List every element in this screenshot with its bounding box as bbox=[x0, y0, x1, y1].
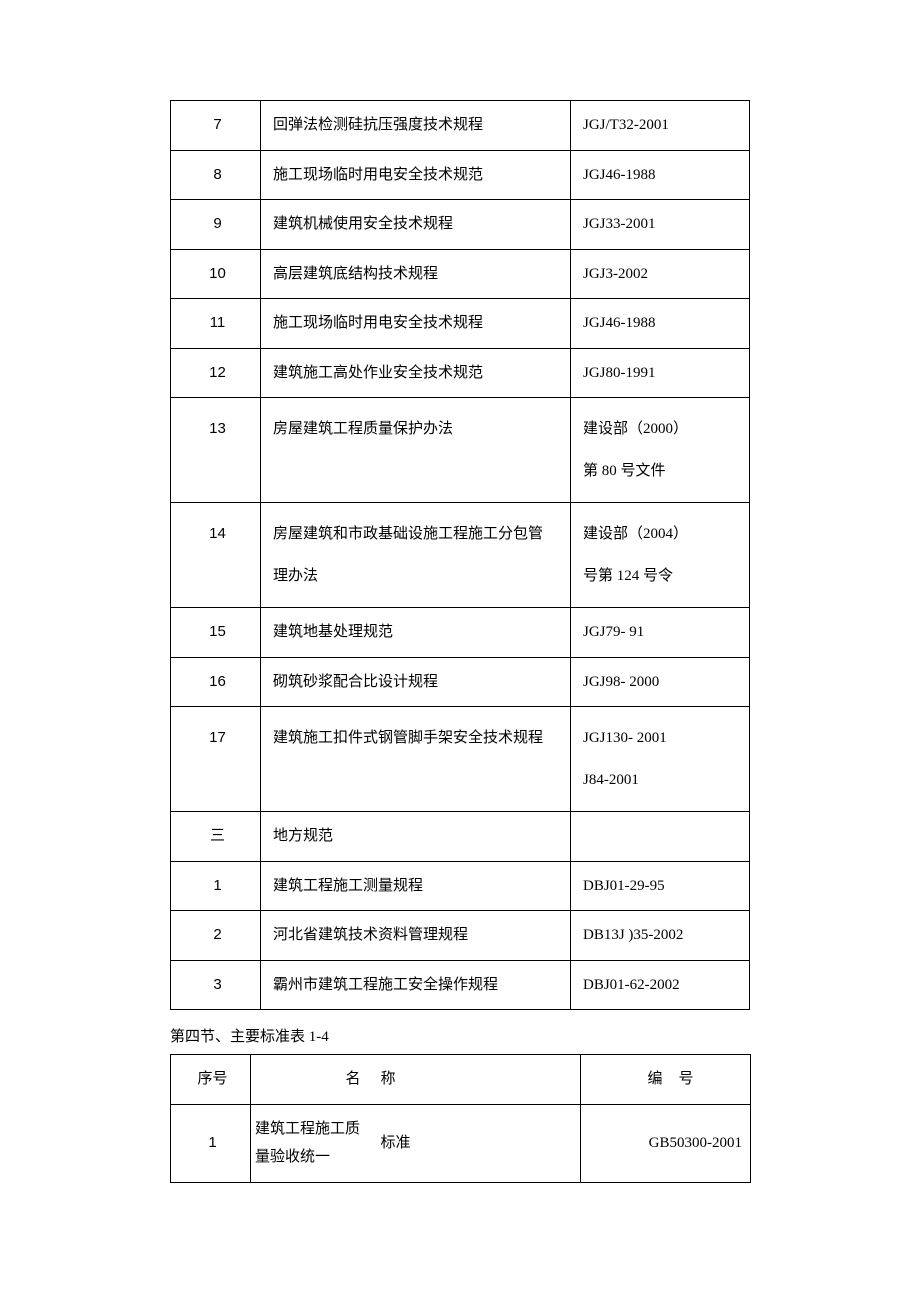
header-spacer bbox=[421, 1055, 581, 1105]
row-name: 施工现场临时用电安全技术规范 bbox=[261, 150, 571, 200]
row-name: 建筑地基处理规范 bbox=[261, 608, 571, 658]
table-row: 8 施工现场临时用电安全技术规范 JGJ46-1988 bbox=[171, 150, 750, 200]
row-number: 16 bbox=[171, 657, 261, 707]
row-number: 12 bbox=[171, 348, 261, 398]
row-number: 1 bbox=[171, 1104, 251, 1182]
row-number: 三 bbox=[171, 812, 261, 862]
table-row: 1 建筑工程施工质量验收统一 标准 GB50300-2001 bbox=[171, 1104, 751, 1182]
row-name-b: 标准 bbox=[381, 1104, 421, 1182]
row-code: JGJ3-2002 bbox=[571, 249, 750, 299]
table-row: 13 房屋建筑工程质量保护办法 建设部（2000） 第 80 号文件 bbox=[171, 398, 750, 503]
table-row: 9 建筑机械使用安全技术规程 JGJ33-2001 bbox=[171, 200, 750, 250]
row-name: 建筑机械使用安全技术规程 bbox=[261, 200, 571, 250]
row-name: 霸州市建筑工程施工安全操作规程 bbox=[261, 960, 571, 1010]
header-number: 序号 bbox=[171, 1055, 251, 1105]
header-code-a: 编 bbox=[581, 1055, 671, 1105]
table-row: 12 建筑施工高处作业安全技术规范 JGJ80-1991 bbox=[171, 348, 750, 398]
row-number: 2 bbox=[171, 911, 261, 961]
row-code: JGJ130- 2001 J84-2001 bbox=[571, 707, 750, 812]
row-code: DBJ01-29-95 bbox=[571, 861, 750, 911]
table-row: 2 河北省建筑技术资料管理规程 DB13J )35-2002 bbox=[171, 911, 750, 961]
row-number: 17 bbox=[171, 707, 261, 812]
row-number: 10 bbox=[171, 249, 261, 299]
header-name-a: 名 bbox=[251, 1055, 381, 1105]
row-code: JGJ80-1991 bbox=[571, 348, 750, 398]
row-number: 11 bbox=[171, 299, 261, 349]
row-name: 建筑工程施工测量规程 bbox=[261, 861, 571, 911]
row-name: 施工现场临时用电安全技术规程 bbox=[261, 299, 571, 349]
row-name: 房屋建筑和市政基础设施工程施工分包管 理办法 bbox=[261, 503, 571, 608]
row-name: 河北省建筑技术资料管理规程 bbox=[261, 911, 571, 961]
row-name: 建筑施工扣件式钢管脚手架安全技术规程 bbox=[261, 707, 571, 812]
row-number: 8 bbox=[171, 150, 261, 200]
standards-table-2: 序号 名 称 编 号 1 建筑工程施工质量验收统一 标准 GB50300-200… bbox=[170, 1054, 751, 1183]
header-name-b: 称 bbox=[381, 1055, 421, 1105]
row-number: 14 bbox=[171, 503, 261, 608]
row-code: GB50300-2001 bbox=[581, 1104, 751, 1182]
row-number: 1 bbox=[171, 861, 261, 911]
row-code: JGJ98- 2000 bbox=[571, 657, 750, 707]
table-row: 三 地方规范 bbox=[171, 812, 750, 862]
table-row: 11 施工现场临时用电安全技术规程 JGJ46-1988 bbox=[171, 299, 750, 349]
row-name: 砌筑砂浆配合比设计规程 bbox=[261, 657, 571, 707]
row-name: 地方规范 bbox=[261, 812, 571, 862]
row-number: 13 bbox=[171, 398, 261, 503]
table-row: 3 霸州市建筑工程施工安全操作规程 DBJ01-62-2002 bbox=[171, 960, 750, 1010]
table-row: 17 建筑施工扣件式钢管脚手架安全技术规程 JGJ130- 2001 J84-2… bbox=[171, 707, 750, 812]
table-row: 7 回弹法检测硅抗压强度技术规程 JGJ/T32-2001 bbox=[171, 101, 750, 151]
section-title: 第四节、主要标准表 1-4 bbox=[170, 1025, 750, 1046]
row-code: 建设部（2004） 号第 124 号令 bbox=[571, 503, 750, 608]
row-spacer bbox=[421, 1104, 581, 1182]
header-code-b: 号 bbox=[671, 1055, 751, 1105]
row-name: 建筑施工高处作业安全技术规范 bbox=[261, 348, 571, 398]
row-code: DB13J )35-2002 bbox=[571, 911, 750, 961]
row-code: DBJ01-62-2002 bbox=[571, 960, 750, 1010]
table-row: 10 高层建筑底结构技术规程 JGJ3-2002 bbox=[171, 249, 750, 299]
table-row: 15 建筑地基处理规范 JGJ79- 91 bbox=[171, 608, 750, 658]
row-code: JGJ/T32-2001 bbox=[571, 101, 750, 151]
row-number: 7 bbox=[171, 101, 261, 151]
table-header-row: 序号 名 称 编 号 bbox=[171, 1055, 751, 1105]
row-number: 3 bbox=[171, 960, 261, 1010]
row-code: JGJ79- 91 bbox=[571, 608, 750, 658]
row-number: 9 bbox=[171, 200, 261, 250]
row-code: 建设部（2000） 第 80 号文件 bbox=[571, 398, 750, 503]
row-code bbox=[571, 812, 750, 862]
row-number: 15 bbox=[171, 608, 261, 658]
row-name: 回弹法检测硅抗压强度技术规程 bbox=[261, 101, 571, 151]
row-code: JGJ46-1988 bbox=[571, 150, 750, 200]
row-name: 房屋建筑工程质量保护办法 bbox=[261, 398, 571, 503]
row-code: JGJ46-1988 bbox=[571, 299, 750, 349]
table-row: 14 房屋建筑和市政基础设施工程施工分包管 理办法 建设部（2004） 号第 1… bbox=[171, 503, 750, 608]
row-code: JGJ33-2001 bbox=[571, 200, 750, 250]
table-row: 1 建筑工程施工测量规程 DBJ01-29-95 bbox=[171, 861, 750, 911]
standards-table-1: 7 回弹法检测硅抗压强度技术规程 JGJ/T32-2001 8 施工现场临时用电… bbox=[170, 100, 750, 1010]
row-name-a: 建筑工程施工质量验收统一 bbox=[251, 1104, 381, 1182]
table-row: 16 砌筑砂浆配合比设计规程 JGJ98- 2000 bbox=[171, 657, 750, 707]
row-name: 高层建筑底结构技术规程 bbox=[261, 249, 571, 299]
